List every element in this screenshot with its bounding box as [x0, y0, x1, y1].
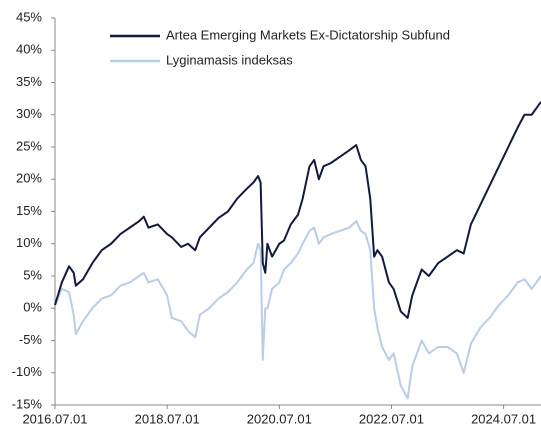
series-line	[54, 220, 541, 400]
x-tick-label: 2016.07.01	[22, 411, 87, 426]
y-tick-label: 25%	[16, 138, 42, 153]
y-tick-label: 15%	[16, 203, 42, 218]
y-tick-label: 40%	[16, 42, 42, 57]
y-tick-label: 35%	[16, 74, 42, 89]
y-tick-label: 10%	[16, 235, 42, 250]
x-tick-label: 2024.07.01	[471, 411, 536, 426]
y-tick-label: 20%	[16, 171, 42, 186]
y-tick-label: 45%	[16, 9, 42, 24]
y-tick-label: -10%	[12, 364, 43, 379]
x-tick-label: 2022.07.01	[359, 411, 424, 426]
y-tick-label: 30%	[16, 106, 42, 121]
y-tick-label: -5%	[19, 332, 43, 347]
legend-label: Artea Emerging Markets Ex-Dictatorship S…	[166, 27, 450, 42]
y-tick-label: 0%	[23, 300, 42, 315]
x-tick-label: 2018.07.01	[135, 411, 200, 426]
legend-label: Lyginamasis indeksas	[166, 52, 293, 67]
y-tick-label: 5%	[23, 267, 42, 282]
x-tick-label: 2020.07.01	[247, 411, 312, 426]
series-line	[54, 101, 541, 319]
y-tick-label: -15%	[12, 396, 43, 411]
